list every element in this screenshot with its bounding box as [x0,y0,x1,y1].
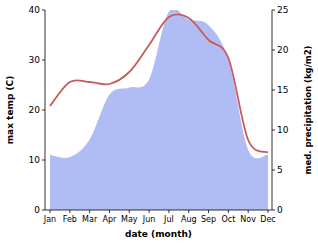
y-tick [42,160,45,161]
temp-line [50,14,268,152]
y-tick-label: 30 [29,55,41,65]
x-tick-label: Aug [181,215,197,224]
x-tick [129,210,130,213]
y2-tick-label: 20 [277,45,289,55]
y-tick-label: 20 [29,105,41,115]
chart: 0 10 20 30 40 0 5 10 15 20 25 Jan Feb Mar AprMay Jun Jul… [0,0,318,247]
x-tick-label: Feb [63,215,77,224]
y2-tick [272,170,275,171]
y-tick [42,210,45,211]
x-tick [228,210,229,213]
x-tick-label: Sep [201,215,216,224]
x-axis-label: date (month) [125,229,192,239]
y2-tick-label: 0 [277,205,283,215]
y-tick-label: 40 [29,5,41,15]
y2-tick-label: 15 [277,85,288,95]
y-tick [42,110,45,111]
x-tick-label: Jun [142,215,156,224]
y2-tick [272,130,275,131]
x-tick-label: Nov [240,215,256,224]
x-tick [109,210,110,213]
x-tick [268,210,269,213]
x-tick-label: Oct [221,215,235,224]
y2-tick [272,210,275,211]
y-tick [42,10,45,11]
x-tick-label: Jul [163,215,174,224]
y2-tick [272,50,275,51]
y-tick-label: 10 [29,155,41,165]
y2-axis [272,10,273,210]
x-tick-label: Apr [103,215,118,224]
y2-tick [272,90,275,91]
x-tick [69,210,70,213]
precip-area [50,10,268,210]
x-tick-label: Mar [82,215,98,224]
y-axis-label: max temp (C) [5,76,15,145]
y-tick [42,60,45,61]
y2-tick-label: 5 [277,165,283,175]
x-tick [248,210,249,213]
y2-axis-label: med. precipitation (kg/m2) [303,45,313,174]
x-tick [50,210,51,213]
x-tick [188,210,189,213]
y2-tick [272,10,275,11]
x-tick-label: Jan [43,215,56,224]
x-tick [89,210,90,213]
x-tick [168,210,169,213]
y2-tick-label: 25 [277,5,288,15]
x-tick [208,210,209,213]
x-axis [45,210,272,211]
x-tick [149,210,150,213]
plot-area [50,10,268,210]
y2-tick-label: 10 [277,125,289,135]
x-tick-label: Dec [260,215,275,224]
y-tick-label: 0 [34,205,40,215]
x-tick-label: May [121,215,138,224]
